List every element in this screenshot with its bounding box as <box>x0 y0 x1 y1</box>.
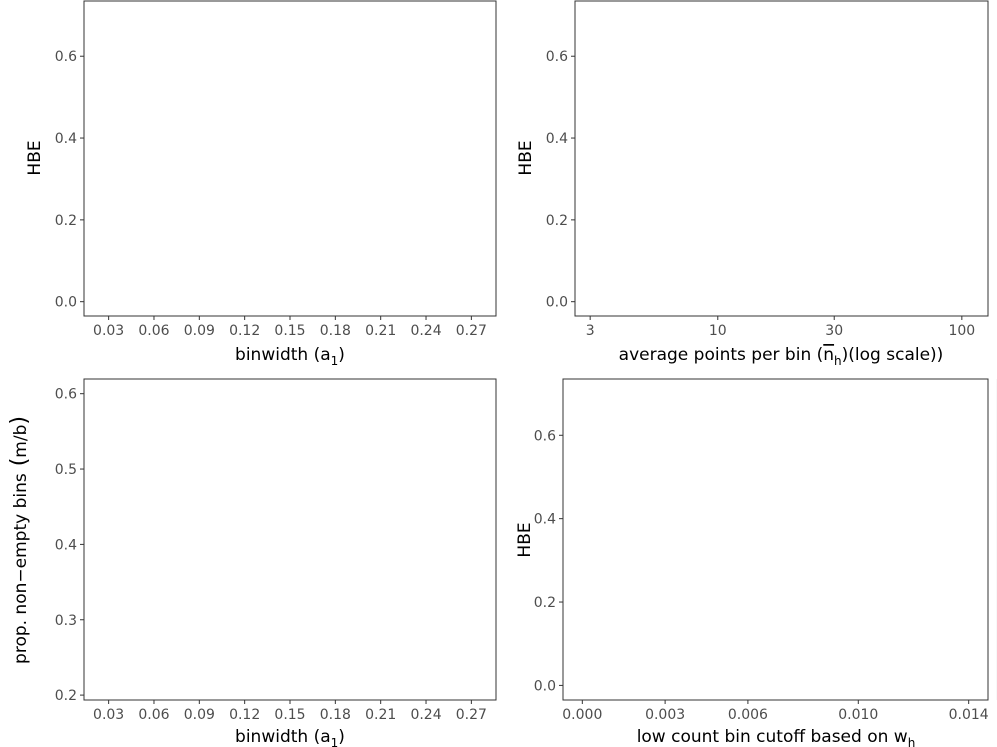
x-tick-label: 10 <box>709 323 727 339</box>
y-tick-label: 0.6 <box>55 49 77 65</box>
y-tick-label: 0.0 <box>534 678 556 694</box>
panel-a: 0.03 0.06 0.09 0.12 0.15 0.18 0.21 0.24 0.27 0.0… <box>25 0 497 368</box>
x-tick-label: 0.27 <box>456 707 487 723</box>
panel-d-x-ticks: 0.000 0.003 0.006 0.010 0.014 <box>562 700 989 723</box>
panel-c-border <box>83 378 497 701</box>
y-tick-label: 0.4 <box>55 537 77 553</box>
y-tick-label: 0.6 <box>546 49 568 65</box>
y-tick-label: 0.2 <box>534 595 556 611</box>
y-tick-label: 0.6 <box>55 387 77 403</box>
y-tick-label: 0.0 <box>546 295 568 311</box>
panel-c-y-label: prop. non−empty bins (m/b) <box>7 416 32 664</box>
panel-a-y-ticks: 0.0 0.2 0.4 0.6 <box>55 49 84 311</box>
x-tick-label: 0.15 <box>274 707 305 723</box>
x-tick-label: 0.12 <box>229 707 260 723</box>
x-tick-label: 0.003 <box>645 707 685 723</box>
panel-c: 0.03 0.06 0.09 0.12 0.15 0.18 0.21 0.24 0.27 0.2… <box>7 378 497 747</box>
y-tick-label: 0.3 <box>55 613 77 629</box>
y-tick-label: 0.5 <box>55 462 77 478</box>
panel-c-x-ticks: 0.03 0.06 0.09 0.12 0.15 0.18 0.21 0.24 0.27 <box>93 700 487 723</box>
y-tick-label: 0.4 <box>55 131 77 147</box>
x-tick-label: 0.03 <box>93 707 124 723</box>
x-tick-label: 0.18 <box>320 323 351 339</box>
panel-d-border <box>562 378 989 701</box>
x-tick-label: 0.15 <box>274 323 305 339</box>
panel-b-x-label: average points per bin (nh)(log scale)) <box>619 345 944 368</box>
panel-b-y-ticks: 0.0 0.2 0.4 0.6 <box>546 49 575 311</box>
x-tick-label: 30 <box>825 323 843 339</box>
panel-a-x-label: binwidth (a1) <box>235 345 345 368</box>
panel-a-x-ticks: 0.03 0.06 0.09 0.12 0.15 0.18 0.21 0.24 0.27 <box>93 316 487 339</box>
panel-b-y-label: HBE <box>516 140 536 175</box>
x-tick-label: 0.21 <box>365 707 396 723</box>
y-tick-label: 0.0 <box>55 295 77 311</box>
x-tick-label: 0.21 <box>365 323 396 339</box>
x-tick-label: 0.03 <box>93 323 124 339</box>
panel-c-y-ticks: 0.2 0.3 0.4 0.5 0.6 <box>55 387 84 704</box>
x-tick-label: 3 <box>586 323 595 339</box>
panel-b-border <box>574 0 989 317</box>
panel-c-x-label: binwidth (a1) <box>235 727 345 747</box>
panel-d-y-label: HBE <box>515 522 535 557</box>
x-tick-label: 0.09 <box>184 323 215 339</box>
x-tick-label: 0.09 <box>184 707 215 723</box>
x-tick-label: 0.000 <box>562 707 602 723</box>
x-tick-label: 0.06 <box>138 323 169 339</box>
y-tick-label: 0.4 <box>534 512 556 528</box>
x-tick-label: 0.12 <box>229 323 260 339</box>
y-tick-label: 0.2 <box>546 213 568 229</box>
x-tick-label: 0.24 <box>410 707 441 723</box>
x-tick-label: 0.010 <box>838 707 878 723</box>
y-tick-label: 0.2 <box>55 688 77 704</box>
x-tick-label: 0.27 <box>456 323 487 339</box>
y-tick-label: 0.2 <box>55 213 77 229</box>
x-tick-label: 0.06 <box>138 707 169 723</box>
panel-b-x-ticks: 3 10 30 100 <box>586 316 975 339</box>
y-tick-label: 0.6 <box>534 428 556 444</box>
panel-a-y-label: HBE <box>25 140 45 175</box>
x-tick-label: 0.18 <box>320 707 351 723</box>
x-tick-label: 100 <box>948 323 975 339</box>
panel-a-border <box>83 0 497 317</box>
x-tick-label: 0.24 <box>410 323 441 339</box>
panel-d-y-ticks: 0.0 0.2 0.4 0.6 <box>534 428 563 694</box>
x-tick-label: 0.006 <box>728 707 768 723</box>
y-tick-label: 0.4 <box>546 131 568 147</box>
x-tick-label: 0.014 <box>949 707 989 723</box>
panel-d-x-label: low count bin cutoff based on wh <box>637 727 916 747</box>
